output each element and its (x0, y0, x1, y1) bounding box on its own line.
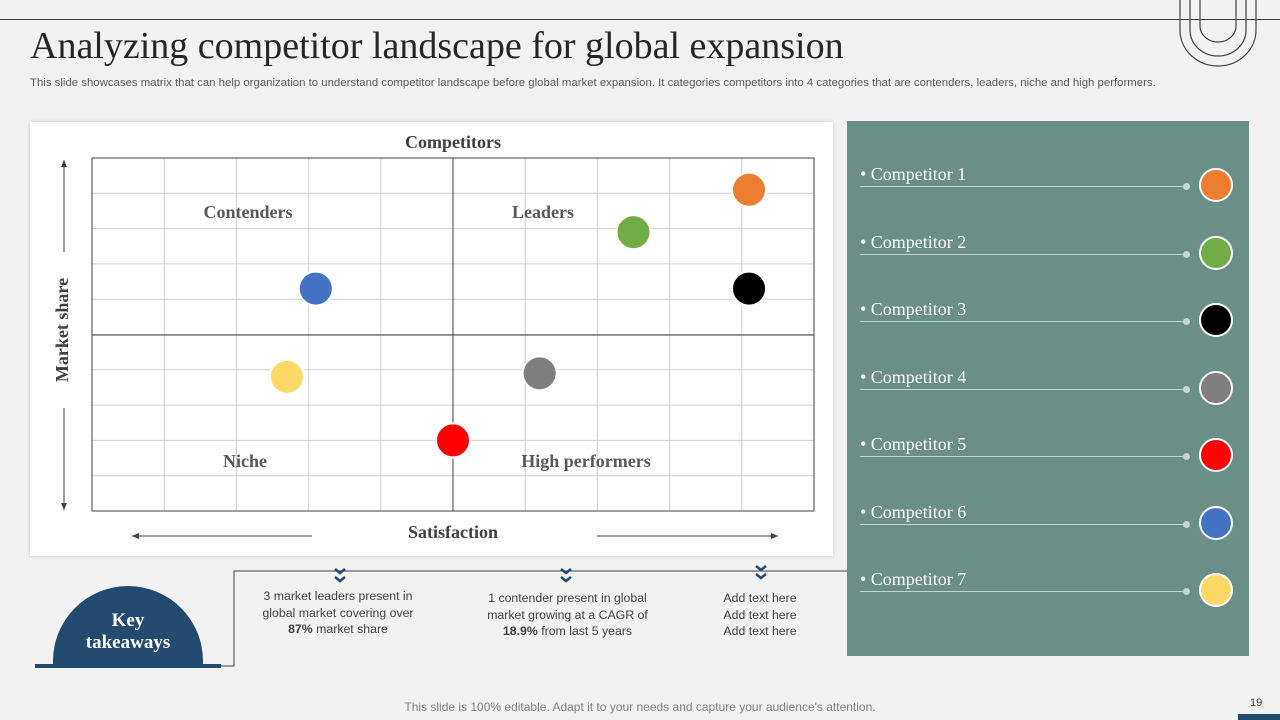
legend-connector-node (1183, 183, 1190, 190)
quadrant-label-high-performers: High performers (521, 451, 650, 471)
legend-connector-line (860, 388, 1185, 390)
legend-connector-node (1183, 453, 1190, 460)
legend-color-swatch (1199, 370, 1233, 405)
legend-connector-node (1183, 520, 1190, 528)
legend-color-swatch (1199, 438, 1233, 472)
competitor-matrix-card: Competitors Contenders Leaders Niche Hig… (30, 122, 833, 556)
legend-item-competitor-2: • Competitor 2 (847, 232, 1249, 272)
slide-subtitle: This slide showcases matrix that can hel… (30, 77, 1156, 89)
legend-color-swatch (1199, 573, 1233, 607)
legend-connector-line (860, 253, 1185, 255)
page-number-bar (1238, 714, 1280, 720)
key-takeaways-underline (35, 664, 221, 668)
competitor-legend-panel: • Competitor 1 • Competitor 2 • Competitor… (847, 121, 1249, 656)
point-competitor-6 (297, 270, 334, 307)
legend-item-competitor-6: • Competitor 6 (847, 502, 1249, 542)
legend-connector-line (860, 456, 1185, 457)
key-takeaways-heading: Key takeaways (85, 610, 171, 653)
legend-item-competitor-1: • Competitor 1 (847, 164, 1249, 204)
slide-footer: This slide is 100% editable. Adapt it to… (404, 700, 876, 714)
legend-label: • Competitor 2 (860, 231, 967, 252)
point-competitor-5 (435, 422, 471, 459)
point-competitor-4 (521, 355, 558, 392)
legend-color-swatch (1199, 505, 1233, 540)
x-axis-label: Satisfaction (408, 522, 498, 542)
legend-item-competitor-7: • Competitor 7 (847, 569, 1249, 609)
legend-label: • Competitor 3 (860, 299, 967, 319)
decorative-loop-icon (1179, 0, 1257, 67)
y-axis-arrowhead-top (61, 160, 67, 167)
y-axis-arrowhead-bottom (61, 503, 67, 510)
quadrant-label-contenders: Contenders (204, 202, 293, 222)
legend-label: • Competitor 5 (860, 434, 967, 454)
chevron-down-icon (755, 565, 767, 580)
point-competitor-7 (268, 358, 305, 395)
chart-title: Competitors (405, 132, 501, 152)
legend-connector-node (1183, 250, 1190, 258)
legend-label: • Competitor 7 (860, 569, 967, 589)
slide-title: Analyzing competitor landscape for globa… (30, 25, 844, 67)
takeaway-note-3: Add text here Add text here Add text her… (723, 591, 797, 638)
legend-color-swatch (1199, 235, 1233, 270)
legend-connector-node (1183, 385, 1190, 393)
y-axis-label: Market share (52, 278, 72, 382)
legend-color-swatch (1199, 303, 1233, 337)
x-axis-arrowhead-left (132, 533, 139, 539)
legend-connector-line (860, 523, 1185, 525)
takeaway-note-1: 3 market leaders present in global marke… (262, 589, 414, 636)
legend-label: • Competitor 6 (860, 501, 967, 522)
point-competitor-3 (731, 270, 768, 307)
legend-connector-line (860, 186, 1185, 187)
legend-item-competitor-3: • Competitor 3 (847, 299, 1249, 339)
legend-item-competitor-5: • Competitor 5 (847, 434, 1249, 474)
quadrant-label-niche: Niche (223, 451, 267, 471)
legend-label: • Competitor 4 (860, 366, 967, 387)
x-axis-arrowhead-right (771, 533, 778, 539)
chevron-down-icon (560, 568, 572, 583)
chevron-down-icon (334, 568, 346, 583)
legend-label: • Competitor 1 (860, 164, 967, 184)
legend-connector-line (860, 591, 1185, 592)
legend-connector-node (1183, 588, 1190, 595)
scatter-points (268, 171, 768, 459)
legend-connector-node (1183, 318, 1190, 325)
quadrant-label-leaders: Leaders (512, 202, 574, 222)
legend-item-competitor-4: • Competitor 4 (847, 367, 1249, 407)
point-competitor-2 (615, 214, 652, 251)
header-rule (0, 19, 1280, 20)
legend-connector-line (860, 321, 1185, 322)
competitor-matrix-chart: Competitors Contenders Leaders Niche Hig… (52, 132, 815, 542)
page-number: 19 (1250, 697, 1263, 709)
legend-color-swatch (1199, 168, 1233, 202)
point-competitor-1 (731, 171, 768, 208)
takeaway-note-2: 1 contender present in global market gro… (487, 591, 648, 638)
